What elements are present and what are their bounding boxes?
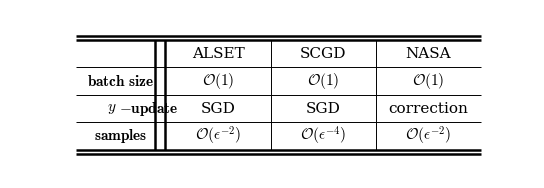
Text: SGD: SGD: [201, 102, 236, 116]
Text: $\mathcal{O}(1)$: $\mathcal{O}(1)$: [412, 71, 444, 91]
Text: $\mathcal{O}(\epsilon^{-2})$: $\mathcal{O}(\epsilon^{-2})$: [195, 125, 242, 147]
Text: SCGD: SCGD: [300, 47, 347, 61]
Text: $y$: $y$: [107, 102, 117, 116]
Text: ALSET: ALSET: [191, 47, 244, 61]
Text: $\mathcal{O}(\epsilon^{-4})$: $\mathcal{O}(\epsilon^{-4})$: [300, 125, 347, 147]
Text: $\mathbf{-update}$: $\mathbf{-update}$: [119, 100, 178, 118]
Text: correction: correction: [388, 102, 468, 116]
Text: NASA: NASA: [406, 47, 452, 61]
Text: SGD: SGD: [306, 102, 341, 116]
Text: $\mathcal{O}(1)$: $\mathcal{O}(1)$: [202, 71, 234, 91]
Text: $\mathcal{O}(\epsilon^{-2})$: $\mathcal{O}(\epsilon^{-2})$: [405, 125, 452, 147]
Text: $\mathbf{samples}$: $\mathbf{samples}$: [94, 127, 148, 145]
Text: $\mathbf{batch\ size}$: $\mathbf{batch\ size}$: [88, 74, 154, 89]
Text: $\mathcal{O}(1)$: $\mathcal{O}(1)$: [307, 71, 339, 91]
